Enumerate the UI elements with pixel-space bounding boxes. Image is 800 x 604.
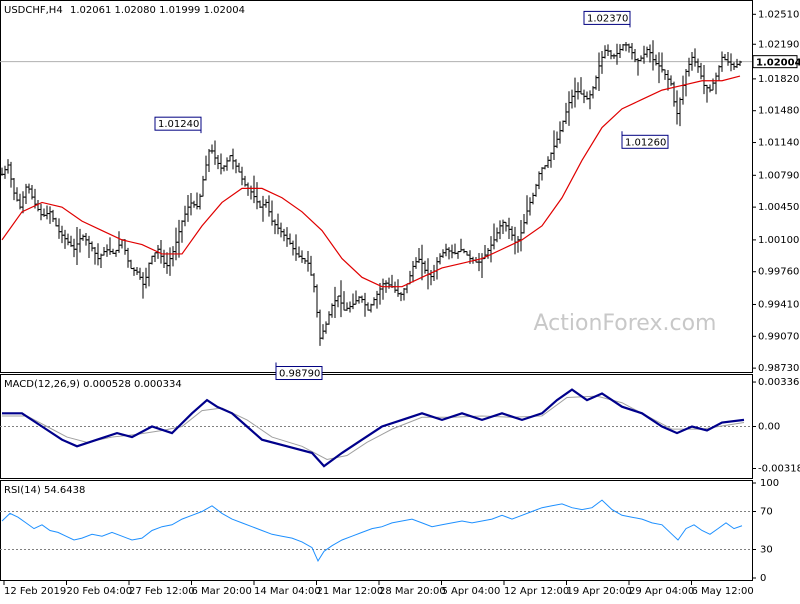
x-tick-label: 21 Mar 12:00 <box>317 586 384 597</box>
chart-header-symbol: USDCHF,H4 <box>4 5 63 16</box>
price-annotation-label: 0.98790 <box>279 369 320 380</box>
chart-header-ohlc: 1.02061 1.02080 1.01999 1.02004 <box>70 5 245 16</box>
x-tick-label: 20 Feb 04:00 <box>67 586 133 597</box>
macd-layer <box>0 388 752 468</box>
price-panel <box>0 0 753 373</box>
x-tick-label: 12 Feb 2019 <box>4 586 66 597</box>
annotation-layer: 1.02370 1.01240 1.01260 0.98790 <box>154 10 669 381</box>
rsi-y-tick-label: 70 <box>760 507 773 518</box>
x-tick-label: 6 Mar 20:00 <box>192 586 252 597</box>
price-y-tick-label: 1.01140 <box>758 138 799 149</box>
price-y-tick-label: 0.98730 <box>758 363 799 374</box>
price-y-tick-label: 0.99760 <box>758 267 799 278</box>
price-y-tick-label: 1.02510 <box>758 9 799 20</box>
x-tick-label: 27 Feb 12:00 <box>129 586 195 597</box>
price-bars <box>0 40 742 346</box>
x-tick-label: 6 May 12:00 <box>692 586 754 597</box>
rsi-line <box>1 499 743 562</box>
current-price-box <box>752 55 798 69</box>
x-tick-label: 5 Apr 04:00 <box>442 586 501 597</box>
x-tick-label: 12 Apr 12:00 <box>504 586 569 597</box>
rsi-y-tick-label: 0 <box>760 573 766 584</box>
moving-average-layer <box>1 75 741 288</box>
axis-layer: 1.02510 1.02190 1.01820 1.01480 1.01140 1.007… <box>3 9 800 597</box>
watermark: ActionForex.com <box>534 311 717 336</box>
x-tick-label: 19 Apr 20:00 <box>567 586 632 597</box>
rsi-layer <box>0 499 752 562</box>
macd-y-tick-label: 0.003368 <box>758 377 800 388</box>
price-annotation-label: 1.01240 <box>158 119 199 130</box>
macd-line <box>2 388 745 468</box>
moving-average-line <box>1 75 741 288</box>
rsi-y-tick-label: 100 <box>760 478 779 489</box>
price-annotation-box <box>583 10 631 25</box>
price-y-tick-label: 1.01480 <box>758 106 799 117</box>
macd-title: MACD(12,26,9) 0.000528 0.000334 <box>4 379 182 390</box>
price-y-tick-label: 1.01820 <box>758 74 799 85</box>
rsi-panel <box>0 480 753 581</box>
current-price-label: 1.02004 <box>756 58 800 69</box>
price-annotation-label: 1.01260 <box>625 137 666 148</box>
x-tick-label: 14 Mar 04:00 <box>254 586 321 597</box>
price-annotation-box <box>154 116 202 131</box>
price-y-tick-label: 1.00790 <box>758 170 799 181</box>
rsi-y-tick-label: 30 <box>760 545 773 556</box>
price-y-tick-label: 1.00100 <box>758 235 799 246</box>
price-annotation-box <box>275 366 323 381</box>
rsi-title: RSI(14) 54.6438 <box>4 485 85 496</box>
price-y-tick-label: 1.02190 <box>758 39 799 50</box>
x-tick-label: 28 Mar 20:00 <box>379 586 446 597</box>
price-annotation-label: 1.02370 <box>587 13 628 24</box>
price-y-tick-label: 0.99070 <box>758 331 799 342</box>
price-y-tick-label: 0.99410 <box>758 299 799 310</box>
price-annotation-box <box>621 134 669 149</box>
x-tick-label: 29 Apr 04:00 <box>629 586 694 597</box>
price-y-tick-label: 1.00450 <box>758 202 799 213</box>
macd-y-tick-label: 0.00 <box>758 422 780 433</box>
